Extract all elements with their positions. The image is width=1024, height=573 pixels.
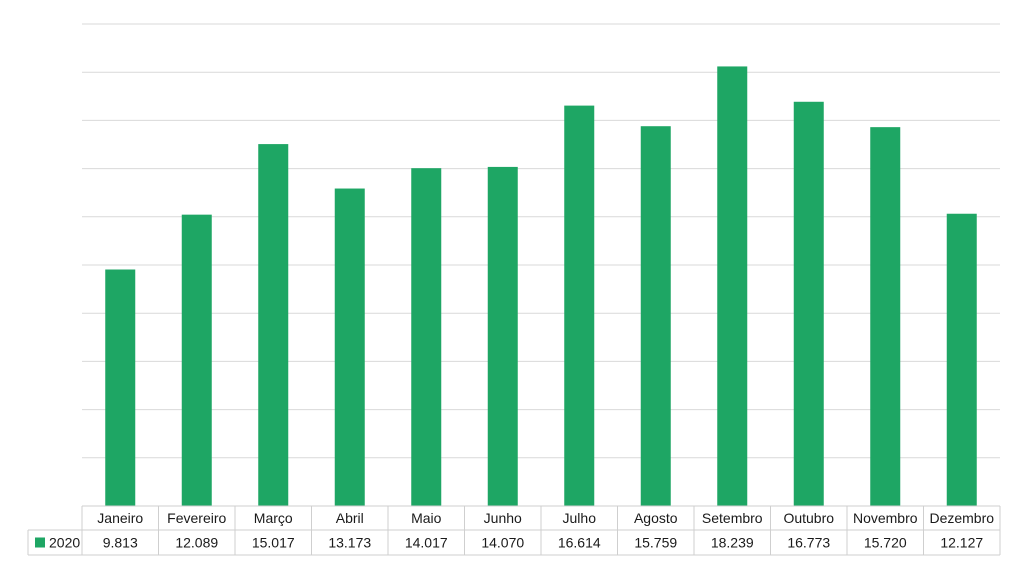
bar-dezembro bbox=[946, 213, 977, 506]
data-table: Janeiro Fevereiro Março Abril Maio Junho Julho… bbox=[27, 505, 1001, 556]
bar-fevereiro bbox=[181, 214, 212, 507]
data-value-label: 12.127 bbox=[940, 535, 983, 551]
bars bbox=[105, 66, 977, 507]
data-value-label: 9.813 bbox=[103, 535, 138, 551]
category-label: Outubro bbox=[783, 510, 834, 526]
category-label: Novembro bbox=[853, 510, 918, 526]
bar-novembro bbox=[870, 127, 901, 506]
legend-series-name: 2020 bbox=[49, 535, 80, 551]
data-value-label: 15.720 bbox=[864, 535, 907, 551]
data-value-label: 16.773 bbox=[787, 535, 830, 551]
data-value-label: 14.070 bbox=[481, 535, 524, 551]
category-label: Agosto bbox=[634, 510, 678, 526]
data-value-label: 16.614 bbox=[558, 535, 601, 551]
category-label: Dezembro bbox=[929, 510, 994, 526]
bar-abril bbox=[334, 188, 365, 506]
category-label: Maio bbox=[411, 510, 442, 526]
data-value-label: 18.239 bbox=[711, 535, 754, 551]
bar-julho bbox=[564, 105, 595, 506]
data-value-label: 13.173 bbox=[328, 535, 371, 551]
category-label: Junho bbox=[484, 510, 522, 526]
category-label: Setembro bbox=[702, 510, 763, 526]
data-value-label: 14.017 bbox=[405, 535, 448, 551]
category-label: Janeiro bbox=[97, 510, 143, 526]
data-value-label: 12.089 bbox=[175, 535, 218, 551]
category-label: Abril bbox=[336, 510, 364, 526]
bar-setembro bbox=[717, 66, 748, 507]
category-label: Julho bbox=[563, 510, 597, 526]
category-label: Fevereiro bbox=[167, 510, 226, 526]
bar-agosto bbox=[640, 126, 671, 506]
bar-junho bbox=[487, 166, 518, 506]
data-value-label: 15.759 bbox=[634, 535, 677, 551]
bar-março bbox=[258, 144, 289, 506]
category-label: Março bbox=[254, 510, 293, 526]
bar-outubro bbox=[793, 101, 824, 507]
gridlines bbox=[82, 23, 1000, 507]
bar-maio bbox=[411, 168, 442, 506]
legend-swatch bbox=[35, 537, 45, 548]
data-value-label: 15.017 bbox=[252, 535, 295, 551]
bar-janeiro bbox=[105, 269, 136, 506]
